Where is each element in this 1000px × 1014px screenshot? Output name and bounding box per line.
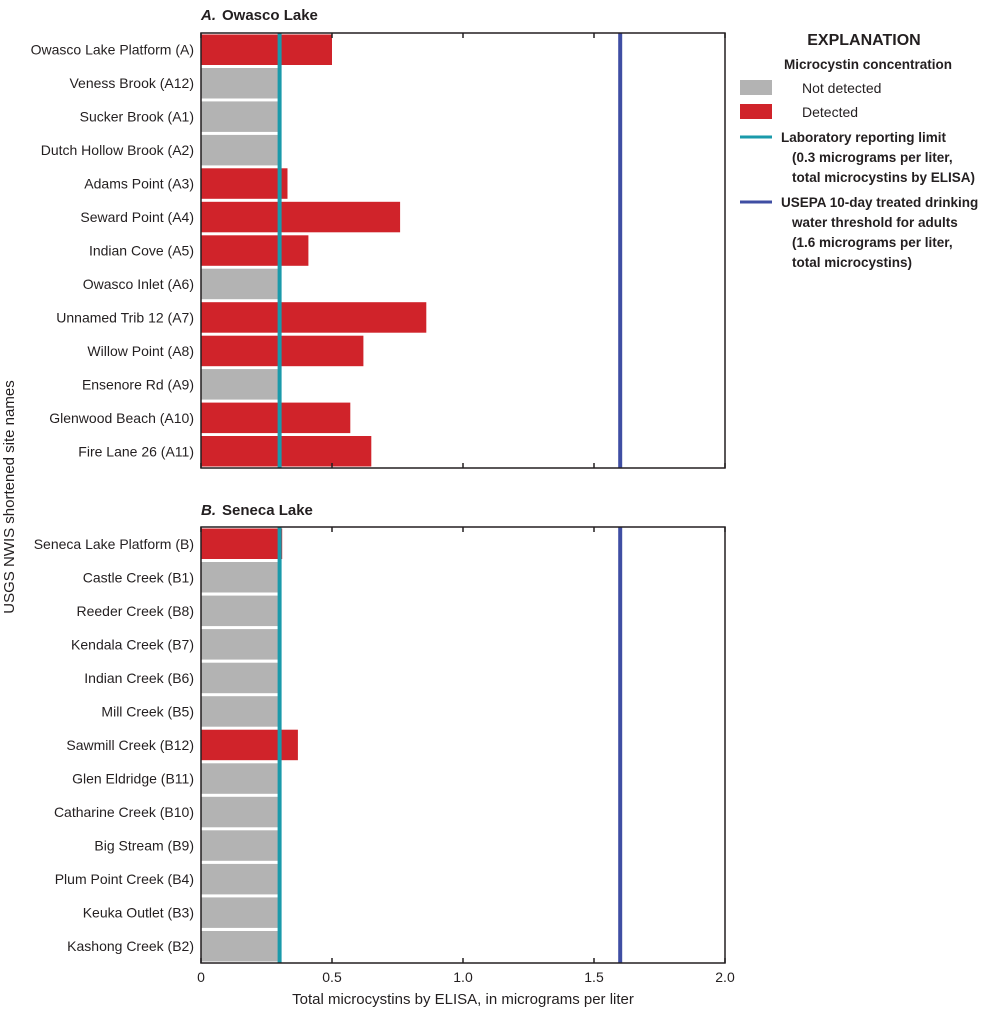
bar-not-detected: [201, 931, 280, 962]
site-label: Plum Point Creek (B4): [55, 871, 194, 887]
x-tick-labels: 0 0.5 1.0 1.5 2.0: [197, 969, 735, 985]
bar-not-detected: [201, 796, 280, 828]
bar-not-detected: [201, 595, 280, 627]
site-label: Castle Creek (B1): [83, 569, 194, 585]
site-label: Kashong Creek (B2): [67, 938, 194, 954]
legend-swatch-not-detected: [740, 80, 772, 95]
bar-detected: [201, 528, 283, 559]
bar-detected: [201, 729, 298, 761]
panel-a-title: A. Owasco Lake: [200, 7, 318, 24]
bar-detected: [201, 168, 288, 199]
site-label: Keuka Outlet (B3): [83, 905, 194, 921]
site-label: Owasco Lake Platform (A): [31, 42, 194, 58]
site-label: Adams Point (A3): [84, 176, 194, 192]
x-tick-label: 2.0: [715, 969, 735, 985]
legend-reporting-limit-line2: (0.3 micrograms per liter,: [792, 150, 953, 165]
legend-label-detected: Detected: [802, 104, 858, 120]
site-label: Sucker Brook (A1): [80, 109, 194, 125]
site-label: Ensenore Rd (A9): [82, 376, 194, 392]
bar-not-detected: [201, 763, 280, 794]
bar-not-detected: [201, 897, 280, 928]
site-label: Reeder Creek (B8): [77, 603, 195, 619]
legend: EXPLANATION Microcystin concentration No…: [740, 32, 978, 270]
x-tick-label: 0: [197, 969, 205, 985]
legend-usepa-line3: (1.6 micrograms per liter,: [792, 235, 953, 250]
bar-detected: [201, 335, 364, 367]
x-axis-title: Total microcystins by ELISA, in microgra…: [292, 991, 634, 1008]
bar-not-detected: [201, 101, 280, 132]
site-label: Owasco Inlet (A6): [83, 276, 194, 292]
site-label: Seneca Lake Platform (B): [34, 536, 194, 552]
x-tick-label: 1.0: [453, 969, 473, 985]
y-axis-title: USGS NWIS shortened site names: [1, 380, 18, 613]
bar-not-detected: [201, 662, 280, 694]
bar-detected: [201, 436, 372, 467]
site-label: Catharine Creek (B10): [54, 804, 194, 820]
legend-usepa-line4: total microcystins): [792, 255, 912, 270]
bar-not-detected: [201, 134, 280, 166]
x-tick-label: 1.5: [584, 969, 604, 985]
bar-not-detected: [201, 268, 280, 300]
site-label: Fire Lane 26 (A11): [78, 443, 194, 459]
legend-swatch-detected: [740, 104, 772, 119]
bar-not-detected: [201, 830, 280, 861]
site-label: Sawmill Creek (B12): [66, 737, 194, 753]
bar-not-detected: [201, 68, 280, 99]
site-label: Veness Brook (A12): [69, 75, 194, 91]
bar-detected: [201, 201, 401, 233]
site-label: Glenwood Beach (A10): [49, 410, 194, 426]
panel-b: Seneca Lake Platform (B) Castle Creek (B1…: [34, 526, 726, 964]
legend-reporting-limit-line3: total microcystins by ELISA): [792, 170, 975, 185]
site-label: Indian Cove (A5): [89, 243, 194, 259]
site-label: Willow Point (A8): [87, 343, 194, 359]
bar-detected: [201, 235, 309, 266]
bar-not-detected: [201, 696, 280, 727]
bar-detected: [201, 302, 427, 333]
bar-not-detected: [201, 562, 280, 593]
legend-heading: EXPLANATION: [807, 32, 920, 49]
legend-usepa-line2: water threshold for adults: [791, 215, 958, 230]
bar-not-detected: [201, 863, 280, 895]
bar-not-detected: [201, 369, 280, 400]
legend-usepa-line1: USEPA 10-day treated drinking: [781, 195, 978, 210]
legend-label-not-detected: Not detected: [802, 80, 881, 96]
site-label: Mill Creek (B5): [101, 704, 194, 720]
legend-reporting-limit-line1: Laboratory reporting limit: [781, 130, 947, 145]
panel-a: Owasco Lake Platform (A) Veness Brook (A1…: [31, 32, 726, 469]
site-label: Big Stream (B9): [94, 838, 194, 854]
x-tick-label: 0.5: [322, 969, 342, 985]
legend-subheading: Microcystin concentration: [784, 57, 952, 72]
bar-detected: [201, 34, 332, 65]
site-label: Kendala Creek (B7): [71, 636, 194, 652]
site-label: Indian Creek (B6): [84, 670, 194, 686]
site-label: Seward Point (A4): [80, 209, 194, 225]
bar-detected: [201, 402, 351, 434]
site-label: Dutch Hollow Brook (A2): [41, 142, 194, 158]
site-label: Glen Eldridge (B11): [72, 771, 194, 787]
bar-not-detected: [201, 629, 280, 660]
panels: Owasco Lake Platform (A) Veness Brook (A1…: [31, 32, 726, 964]
site-label: Unnamed Trib 12 (A7): [56, 309, 194, 325]
panel-b-title: B. Seneca Lake: [201, 502, 313, 519]
